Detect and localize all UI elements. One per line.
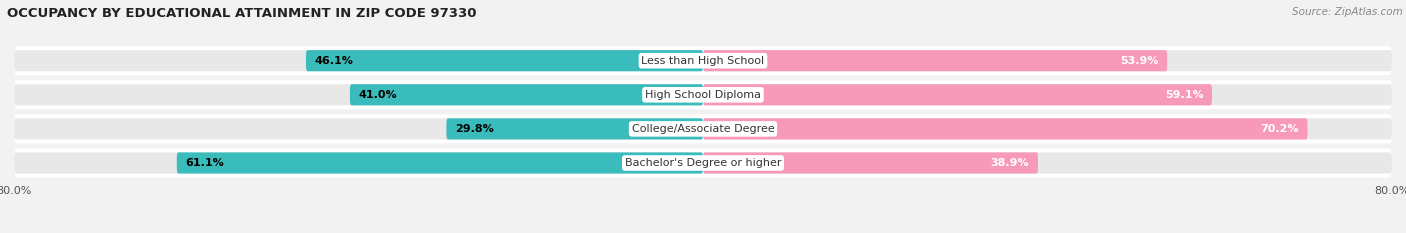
FancyBboxPatch shape: [703, 84, 1392, 105]
Text: High School Diploma: High School Diploma: [645, 90, 761, 100]
FancyBboxPatch shape: [14, 46, 1392, 75]
FancyBboxPatch shape: [703, 84, 1212, 105]
Text: College/Associate Degree: College/Associate Degree: [631, 124, 775, 134]
FancyBboxPatch shape: [703, 152, 1392, 174]
Text: Bachelor's Degree or higher: Bachelor's Degree or higher: [624, 158, 782, 168]
FancyBboxPatch shape: [14, 80, 1392, 109]
FancyBboxPatch shape: [350, 84, 703, 105]
Text: 46.1%: 46.1%: [315, 56, 353, 66]
FancyBboxPatch shape: [177, 152, 703, 174]
Text: OCCUPANCY BY EDUCATIONAL ATTAINMENT IN ZIP CODE 97330: OCCUPANCY BY EDUCATIONAL ATTAINMENT IN Z…: [7, 7, 477, 20]
Text: 41.0%: 41.0%: [359, 90, 396, 100]
FancyBboxPatch shape: [703, 152, 1038, 174]
Text: Less than High School: Less than High School: [641, 56, 765, 66]
FancyBboxPatch shape: [703, 50, 1167, 71]
FancyBboxPatch shape: [14, 50, 703, 71]
Text: 59.1%: 59.1%: [1164, 90, 1204, 100]
FancyBboxPatch shape: [703, 118, 1392, 140]
FancyBboxPatch shape: [703, 50, 1392, 71]
Text: 70.2%: 70.2%: [1260, 124, 1299, 134]
FancyBboxPatch shape: [307, 50, 703, 71]
Text: 29.8%: 29.8%: [456, 124, 494, 134]
FancyBboxPatch shape: [14, 152, 703, 174]
Text: 61.1%: 61.1%: [186, 158, 224, 168]
FancyBboxPatch shape: [14, 148, 1392, 178]
FancyBboxPatch shape: [14, 118, 703, 140]
FancyBboxPatch shape: [14, 84, 703, 105]
FancyBboxPatch shape: [14, 114, 1392, 143]
FancyBboxPatch shape: [446, 118, 703, 140]
FancyBboxPatch shape: [703, 118, 1308, 140]
Text: 53.9%: 53.9%: [1121, 56, 1159, 66]
Text: 38.9%: 38.9%: [991, 158, 1029, 168]
Text: Source: ZipAtlas.com: Source: ZipAtlas.com: [1292, 7, 1403, 17]
